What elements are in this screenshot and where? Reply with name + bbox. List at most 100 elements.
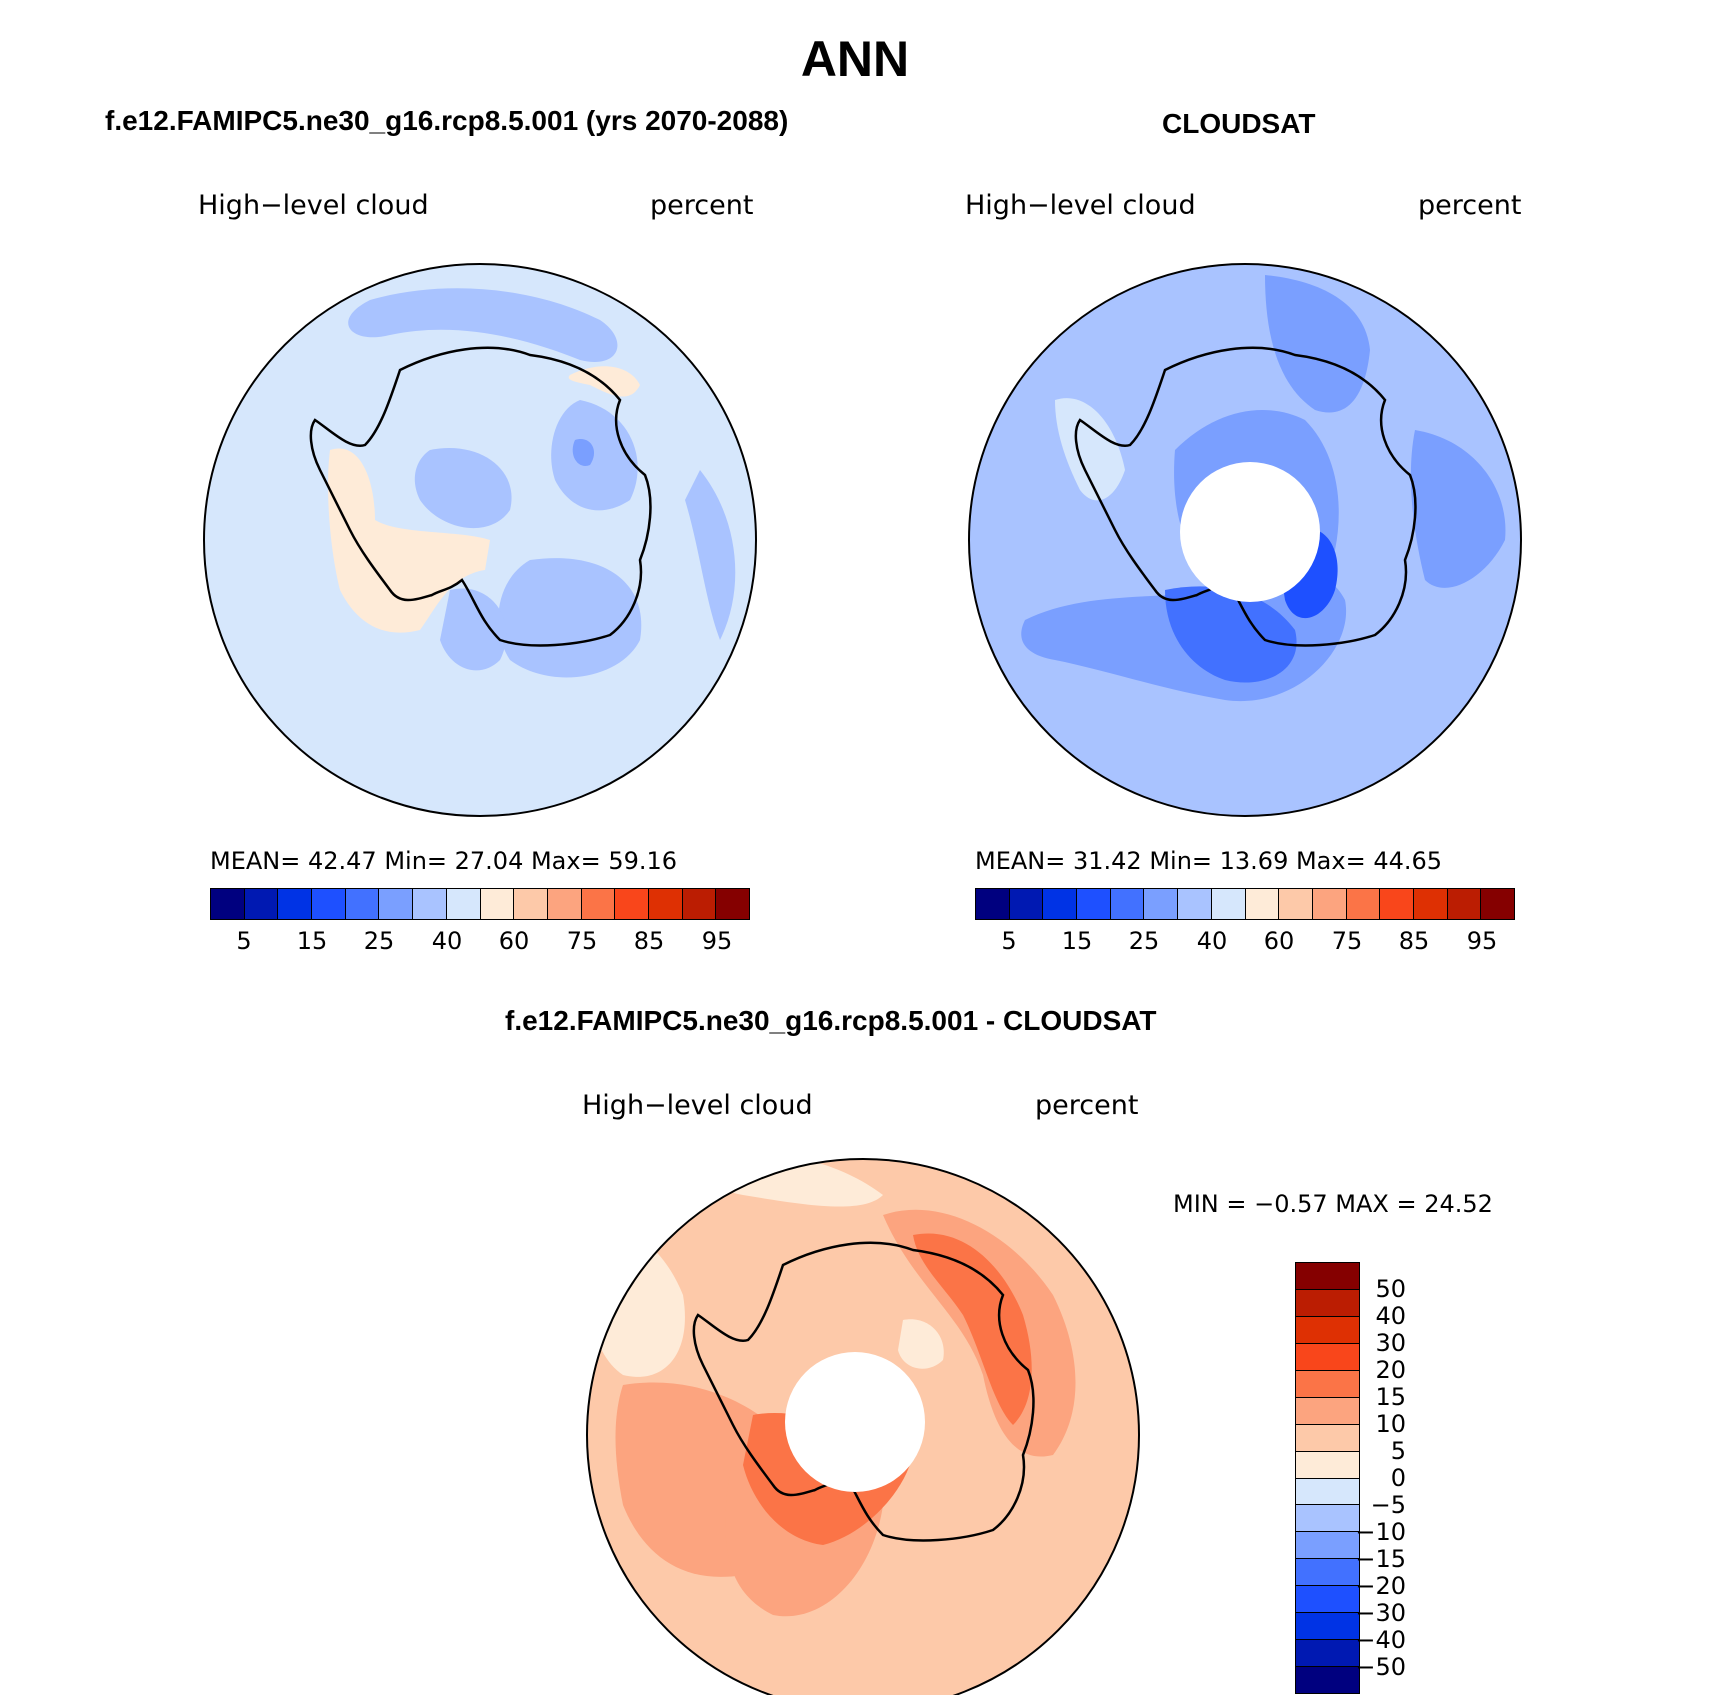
antarctica-coastline (309, 346, 652, 647)
colorbar-swatch (1296, 1478, 1359, 1506)
colorbar-swatch (1447, 889, 1482, 919)
colorbar-tick-label: 30 (1375, 1329, 1406, 1357)
colorbar-swatch (1296, 1640, 1359, 1668)
colorbar-swatch (1296, 1559, 1359, 1587)
colorbar-swatch (1481, 889, 1514, 919)
colorbar-swatch (1296, 1370, 1359, 1398)
colorbar-tick-label: 25 (1128, 927, 1160, 955)
panel1-polar-map (203, 263, 757, 817)
colorbar-tick-label: −30 (1355, 1599, 1406, 1627)
map1-contour-band (414, 448, 512, 529)
colorbar-swatch (1296, 1451, 1359, 1479)
panel2-colorbar (975, 888, 1515, 920)
colorbar-swatch (1077, 889, 1111, 919)
map2-contour-band (1410, 430, 1506, 588)
panel3-variable-label: High−level cloud (582, 1090, 813, 1121)
map1-contour-band (568, 366, 640, 397)
colorbar-tick-label: 85 (633, 927, 665, 955)
map2-contour-band (1265, 275, 1370, 413)
colorbar-swatch (1211, 889, 1246, 919)
map3-missing-data-hole (785, 1352, 925, 1492)
colorbar-tick-label: 15 (1375, 1383, 1406, 1411)
panel2-variable-label: High−level cloud (965, 190, 1196, 221)
colorbar-swatch (1178, 889, 1212, 919)
colorbar-swatch (1296, 1586, 1359, 1614)
colorbar-swatch (1296, 1397, 1359, 1425)
panel2-units-label: percent (1418, 190, 1522, 221)
colorbar-tick-label: 5 (1390, 1437, 1406, 1465)
map2-boundary (968, 263, 1522, 817)
colorbar-swatch (581, 889, 616, 919)
map2-contour-band (1165, 586, 1297, 683)
colorbar-tick-label: 15 (296, 927, 328, 955)
colorbar-tick-label: 15 (1061, 927, 1093, 955)
colorbar-tick-label: 50 (1375, 1275, 1406, 1303)
panel3-stats: MIN = −0.57 MAX = 24.52 (1173, 1190, 1493, 1218)
antarctica-coastline (1074, 346, 1417, 647)
colorbar-tick-label: 75 (1331, 927, 1363, 955)
map1-boundary (203, 263, 757, 817)
colorbar-tick-label: −10 (1355, 1518, 1406, 1546)
colorbar-swatch (716, 889, 749, 919)
colorbar-swatch (379, 889, 414, 919)
map3-contour-band (898, 1319, 944, 1369)
colorbar-tick-label: −50 (1355, 1653, 1406, 1681)
colorbar-tick-label: 5 (1001, 927, 1017, 955)
colorbar-swatch (615, 889, 649, 919)
colorbar-swatch (1296, 1613, 1359, 1641)
colorbar-tick-label: 5 (236, 927, 252, 955)
map1-contour-band (572, 439, 595, 466)
map3-contour-band (913, 1233, 1032, 1425)
colorbar-tick-label: 40 (431, 927, 463, 955)
colorbar-tick-label: 95 (701, 927, 733, 955)
panel1-variable-label: High−level cloud (198, 190, 429, 221)
panel1-units-label: percent (650, 190, 754, 221)
colorbar-tick-label: 60 (1263, 927, 1295, 955)
colorbar-tick-label: 40 (1196, 927, 1228, 955)
colorbar-swatch (1312, 889, 1347, 919)
map1-contour-band (348, 288, 618, 362)
colorbar-swatch (547, 889, 582, 919)
colorbar-swatch (1009, 889, 1044, 919)
colorbar-tick-label: 75 (566, 927, 598, 955)
map2-missing-data-hole (1180, 462, 1320, 602)
panel2-title: CLOUDSAT (1162, 108, 1316, 139)
colorbar-swatch (1296, 1505, 1359, 1533)
colorbar-tick-label: −40 (1355, 1626, 1406, 1654)
colorbar-swatch (312, 889, 346, 919)
colorbar-swatch (446, 889, 481, 919)
colorbar-swatch (211, 889, 245, 919)
colorbar-swatch (1296, 1532, 1359, 1560)
map1-contour-band (440, 588, 507, 671)
colorbar-tick-label: 0 (1390, 1464, 1406, 1492)
colorbar-swatch (244, 889, 279, 919)
panel3-units-label: percent (1035, 1090, 1139, 1121)
panel2-polar-map (968, 263, 1522, 817)
map1-contour-band (685, 470, 736, 640)
colorbar-swatch (1144, 889, 1179, 919)
colorbar-tick-label: 85 (1398, 927, 1430, 955)
panel1-stats: MEAN= 42.47 Min= 27.04 Max= 59.16 (210, 847, 678, 875)
map1-contour-band (498, 558, 642, 678)
antarctica-coastline (692, 1241, 1035, 1542)
colorbar-tick-label: −15 (1355, 1545, 1406, 1573)
colorbar-swatch (976, 889, 1010, 919)
panel1-colorbar (210, 888, 750, 920)
colorbar-tick-label: 10 (1375, 1410, 1406, 1438)
colorbar-swatch (1380, 889, 1414, 919)
colorbar-tick-label: 95 (1466, 927, 1498, 955)
colorbar-swatch (514, 889, 548, 919)
colorbar-tick-label: −5 (1370, 1491, 1406, 1519)
colorbar-tick-label: 40 (1375, 1302, 1406, 1330)
colorbar-tick-label: 60 (498, 927, 530, 955)
colorbar-swatch (1279, 889, 1313, 919)
colorbar-tick-label: 20 (1375, 1356, 1406, 1384)
colorbar-swatch (1245, 889, 1280, 919)
colorbar-swatch (1296, 1667, 1359, 1693)
colorbar-swatch (1296, 1263, 1359, 1290)
colorbar-swatch (1296, 1289, 1359, 1317)
panel3-polar-map (586, 1158, 1140, 1695)
colorbar-swatch (1296, 1343, 1359, 1371)
panel3-title: f.e12.FAMIPC5.ne30_g16.rcp8.5.001 - CLOU… (505, 1005, 1157, 1036)
colorbar-swatch (1413, 889, 1448, 919)
